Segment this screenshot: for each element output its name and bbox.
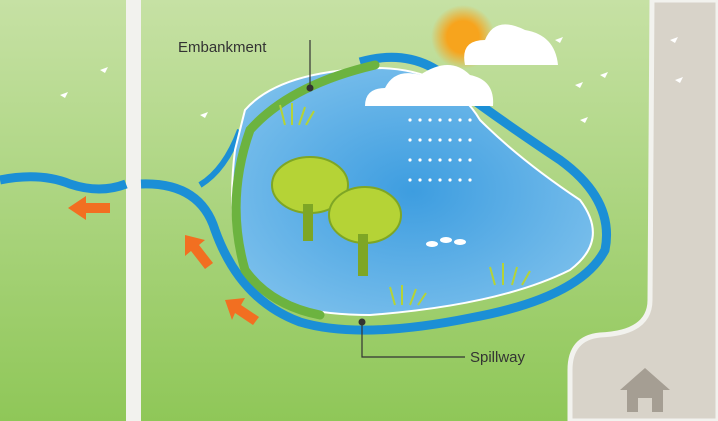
callout-dot [359,319,366,326]
callout-dot [307,85,314,92]
path-strip [126,0,141,421]
embankment-label: Embankment [178,39,267,56]
tree-trunk [359,235,367,275]
diagram: Embankment Spillway [0,0,718,421]
tree-trunk [304,205,312,240]
spillway-label: Spillway [470,349,526,366]
